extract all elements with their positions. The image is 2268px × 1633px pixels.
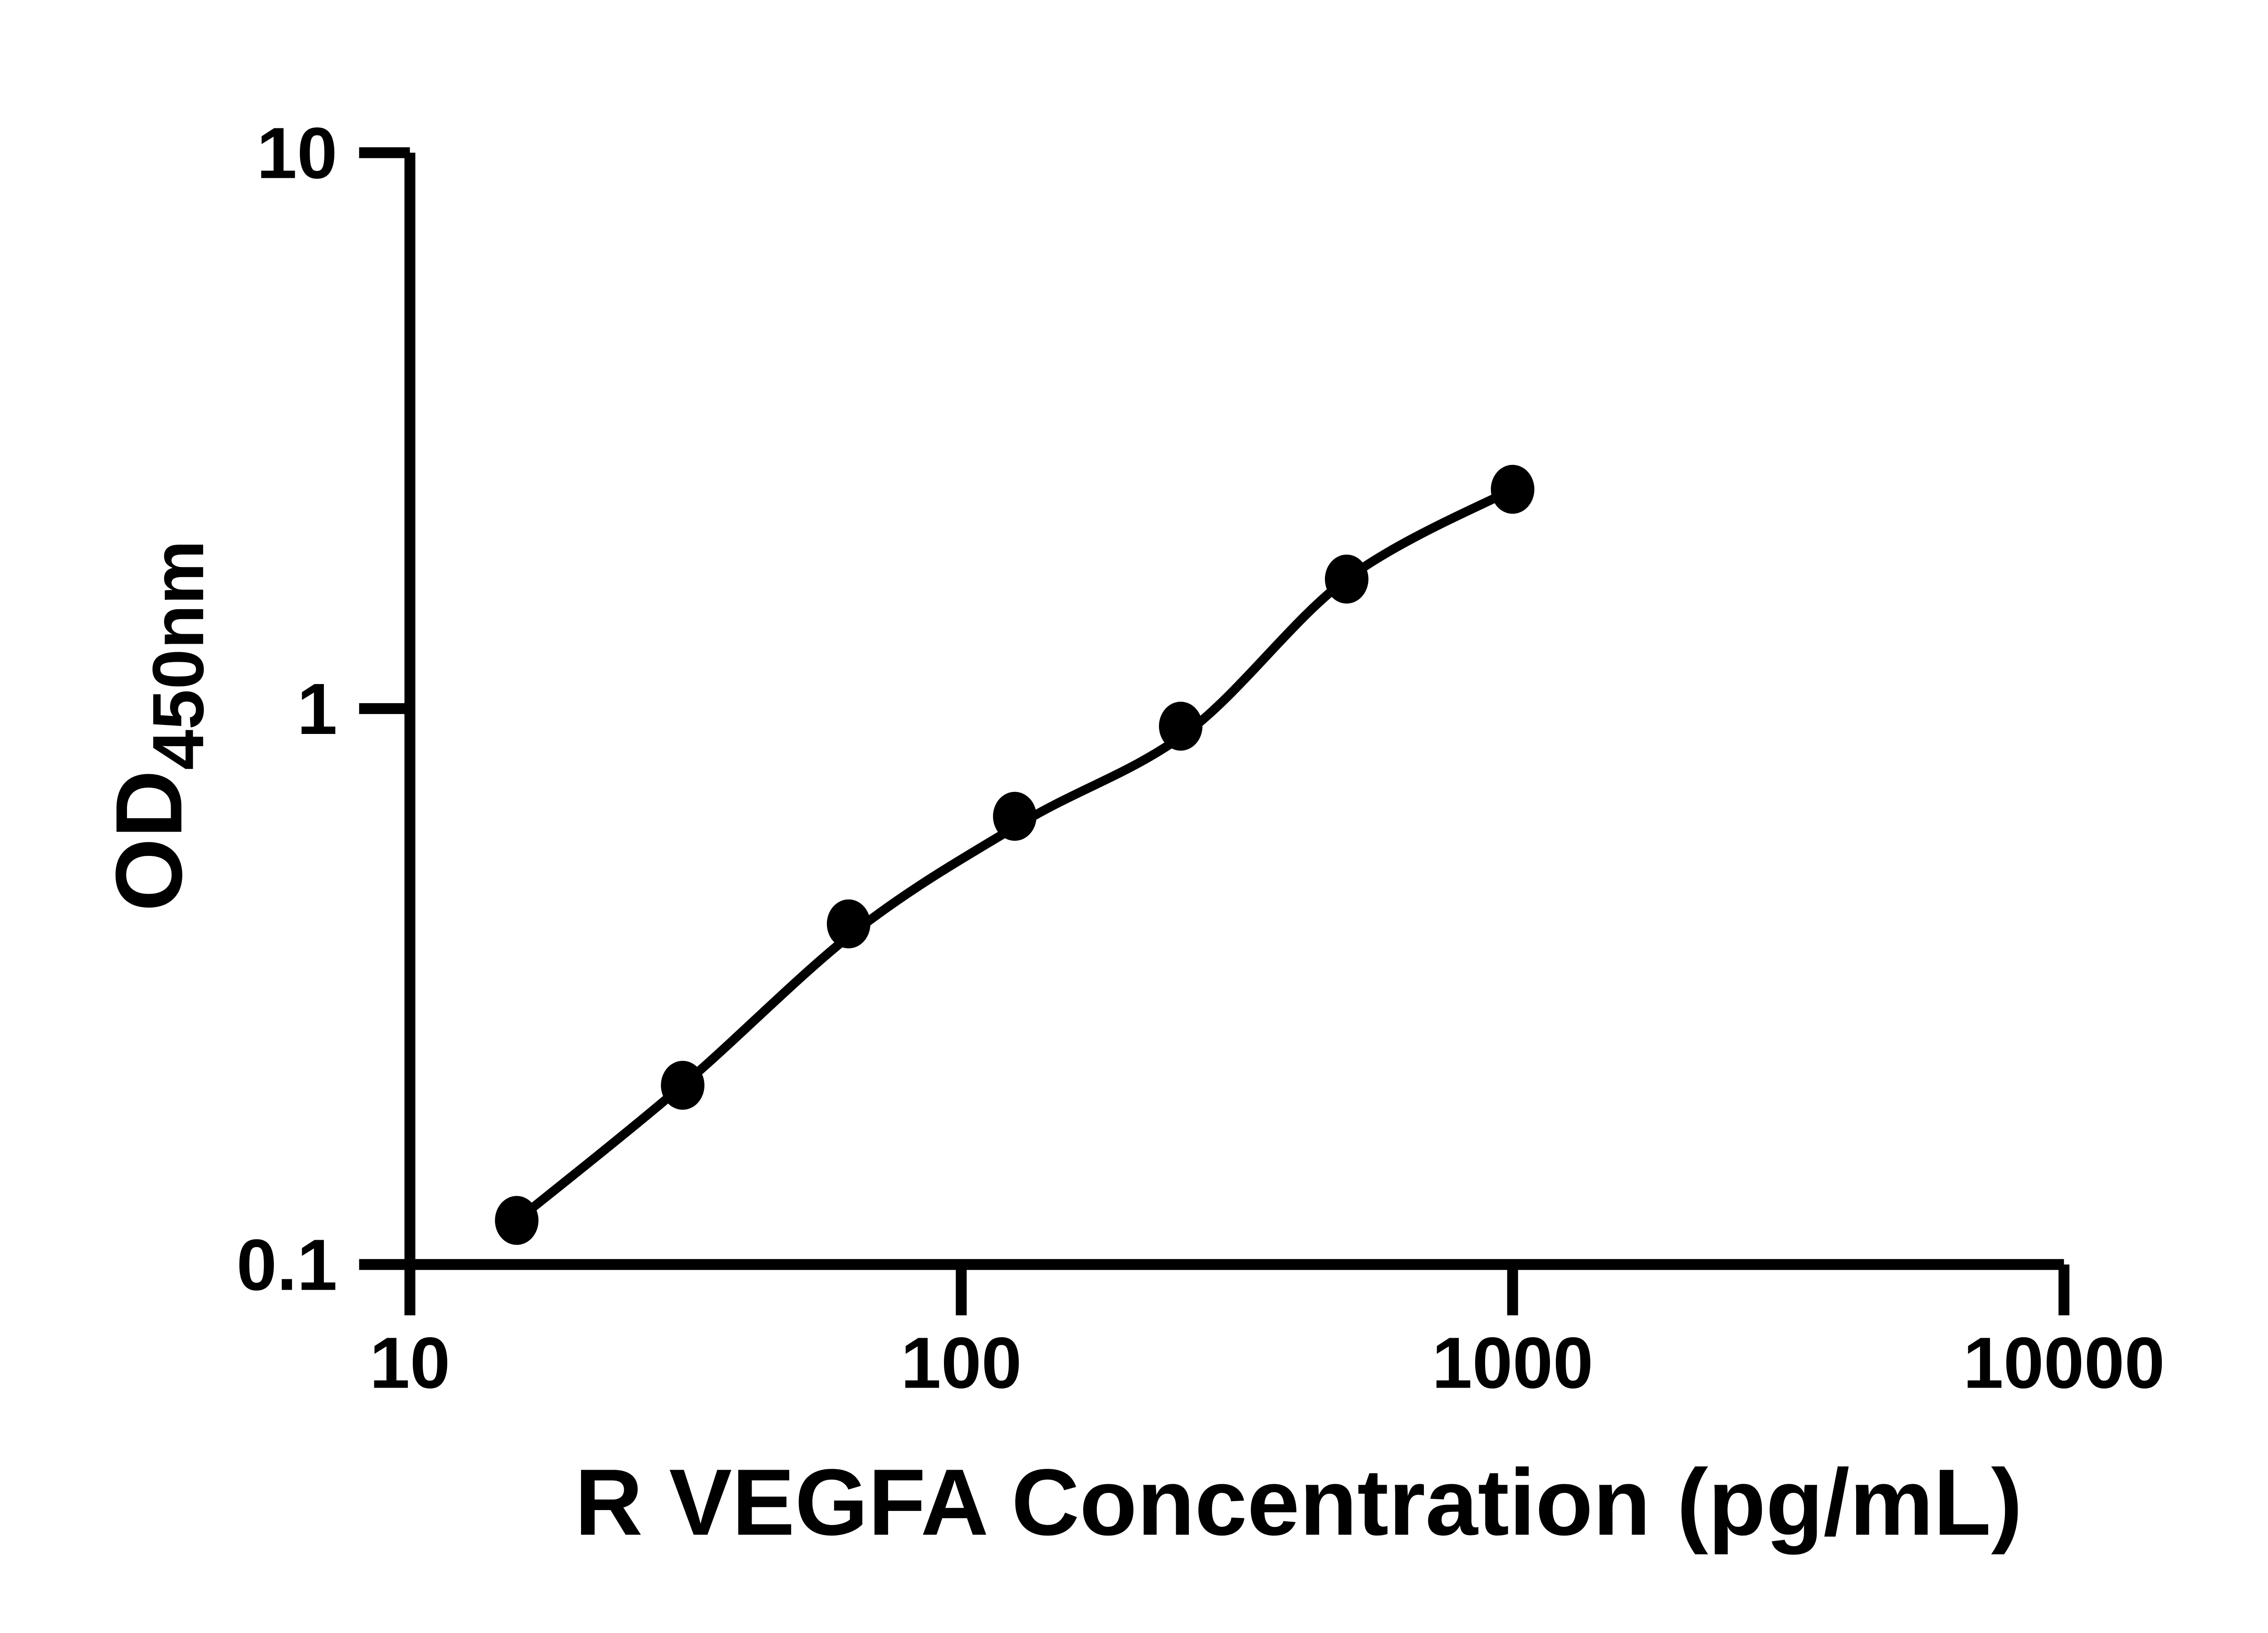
y-axis-title: OD450nm xyxy=(97,540,219,912)
data-point-marker xyxy=(1158,701,1202,751)
data-point-marker xyxy=(993,792,1037,841)
y-tick-label: 1 xyxy=(297,668,337,749)
data-point-marker xyxy=(1491,464,1535,514)
x-axis-title: R VEGFA Concentration (pg/mL) xyxy=(575,1450,2023,1555)
x-tick-label: 1000 xyxy=(1432,1322,1593,1403)
fit-curve-line xyxy=(513,485,1515,1224)
data-point-marker xyxy=(495,1196,539,1245)
y-tick-label: 0.1 xyxy=(236,1224,337,1305)
x-tick-label: 10 xyxy=(370,1322,450,1403)
x-tick-label: 100 xyxy=(901,1322,1022,1403)
data-point-marker xyxy=(1325,554,1369,604)
data-point-marker xyxy=(826,899,870,949)
data-point-marker xyxy=(661,1061,704,1110)
x-tick-label: 10000 xyxy=(1963,1322,2165,1403)
y-tick-label: 10 xyxy=(257,112,337,194)
